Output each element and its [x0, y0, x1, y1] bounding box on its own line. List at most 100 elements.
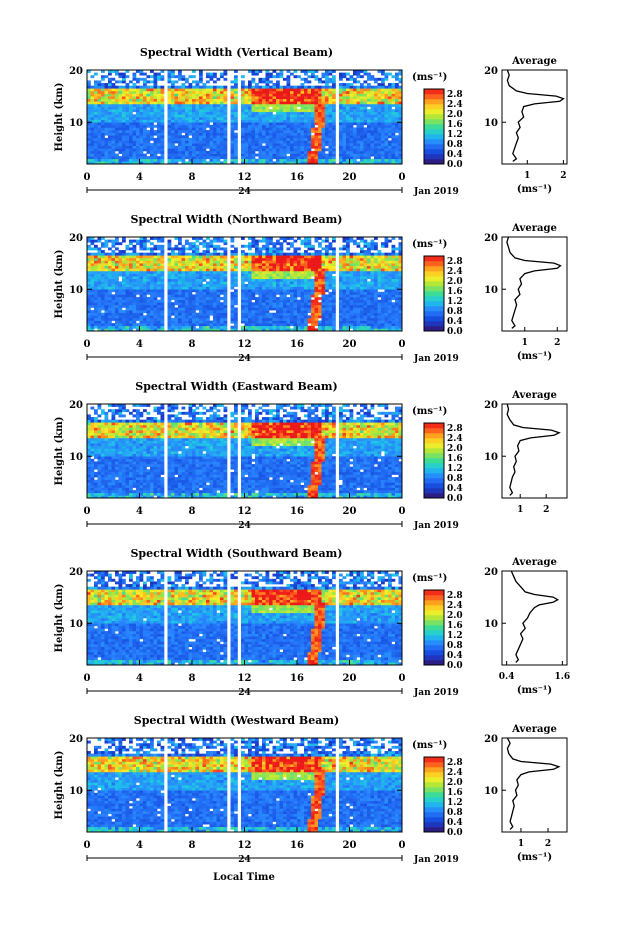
heatmap-cell — [300, 103, 305, 107]
heatmap-cell — [216, 117, 221, 120]
heatmap-cell — [276, 80, 280, 84]
heatmap-cell — [311, 289, 315, 293]
heatmap-cell — [220, 257, 224, 261]
heatmap-cell — [283, 85, 287, 89]
heatmap-cell — [157, 328, 161, 332]
heatmap-cell — [311, 88, 315, 92]
heatmap-cell — [346, 98, 350, 102]
heatmap-cell — [160, 75, 165, 79]
heatmap-cell — [370, 158, 375, 162]
heatmap-cell — [370, 135, 375, 139]
heatmap-cell — [216, 328, 221, 332]
heatmap-cell — [129, 140, 133, 144]
heatmap-cell — [356, 153, 361, 157]
heatmap-cell — [363, 90, 368, 94]
heatmap-cell — [90, 286, 95, 290]
heatmap-cell — [143, 270, 147, 274]
heatmap-cell — [216, 148, 221, 152]
heatmap-cell — [248, 85, 252, 89]
heatmap-cell — [202, 109, 207, 113]
heatmap-cell — [321, 103, 326, 107]
heatmap-cell — [321, 145, 326, 149]
heatmap-cell — [206, 124, 210, 128]
heatmap-cell — [220, 122, 224, 126]
heatmap-cell — [129, 106, 133, 110]
heatmap-cell — [209, 145, 214, 149]
heatmap-cell — [286, 281, 291, 285]
heatmap-cell — [150, 281, 154, 285]
heatmap-cell — [199, 90, 203, 94]
heatmap-cell — [202, 291, 207, 295]
heatmap-cell — [139, 299, 144, 303]
heatmap-cells — [87, 237, 403, 332]
heatmap-cell — [188, 278, 193, 282]
heatmap-cell — [304, 281, 308, 285]
heatmap-cell — [195, 137, 200, 141]
heatmap-cell — [87, 148, 91, 152]
heatmap-cell — [199, 328, 203, 332]
heatmap-cell — [94, 302, 98, 306]
heatmap-cell — [122, 297, 126, 300]
heatmap-cell — [374, 80, 378, 84]
heatmap-cell — [391, 90, 396, 94]
heatmap-cell — [122, 140, 126, 144]
heatmap-cell — [195, 96, 200, 100]
heatmap-cell — [202, 90, 207, 94]
heatmap-cell — [269, 260, 273, 264]
heatmap-cell — [213, 268, 217, 272]
heatmap-cell — [101, 153, 105, 157]
heatmap-cell — [349, 122, 354, 126]
heatmap-cell — [384, 137, 389, 141]
heatmap-cell — [230, 114, 235, 118]
heatmap-cell — [181, 143, 186, 147]
heatmap-cell — [97, 143, 102, 147]
heatmap-cell — [115, 140, 119, 144]
heatmap-cell — [181, 88, 186, 92]
heatmap-cell — [157, 291, 161, 295]
heatmap-cell — [391, 122, 396, 126]
heatmap-cell — [94, 255, 98, 259]
heatmap-cell — [150, 242, 154, 246]
colorbar-tick-label: 0.0 — [447, 160, 463, 170]
heatmap-cell — [318, 143, 322, 147]
heatmap-cell — [276, 284, 280, 287]
heatmap-cell — [122, 312, 126, 316]
heatmap-cell — [318, 98, 322, 102]
heatmap-cell — [220, 143, 224, 147]
heatmap-cell — [129, 137, 133, 141]
heatmap-cell — [129, 270, 133, 274]
heatmap-cell — [349, 140, 354, 144]
heatmap-cell — [153, 323, 158, 327]
heatmap-cell — [304, 156, 308, 160]
heatmap-cell — [122, 237, 126, 240]
heatmap-cell — [325, 156, 329, 160]
heatmap-cell — [276, 140, 280, 144]
heatmap-cell — [258, 137, 263, 141]
heatmap-cell — [202, 242, 207, 246]
heatmap-cell — [241, 276, 245, 280]
heatmap-cell — [314, 109, 319, 113]
heatmap-cell — [314, 286, 319, 290]
heatmap-cell — [209, 289, 214, 293]
heatmap-cell — [391, 101, 396, 105]
heatmap-cell — [269, 143, 273, 147]
heatmap-cell — [286, 119, 291, 123]
heatmap-cell — [223, 106, 228, 110]
heatmap-cell — [251, 291, 256, 295]
heatmap-cell — [220, 252, 224, 256]
heatmap-cell — [108, 80, 112, 84]
heatmap-cell — [206, 161, 210, 165]
heatmap-cell — [129, 111, 133, 115]
heatmap-cell — [367, 88, 371, 92]
heatmap-cell — [97, 122, 102, 126]
heatmap-cell — [125, 103, 130, 107]
heatmap-cell — [265, 250, 270, 253]
heatmap-cell — [108, 111, 112, 115]
heatmap-cell — [213, 103, 217, 107]
heatmap-cell — [223, 317, 228, 321]
heatmap-cell — [150, 158, 154, 162]
heatmap-cell — [328, 98, 333, 102]
heatmap-cell — [265, 320, 270, 324]
heatmap-cell — [272, 101, 277, 105]
heatmap-cell — [90, 299, 95, 303]
